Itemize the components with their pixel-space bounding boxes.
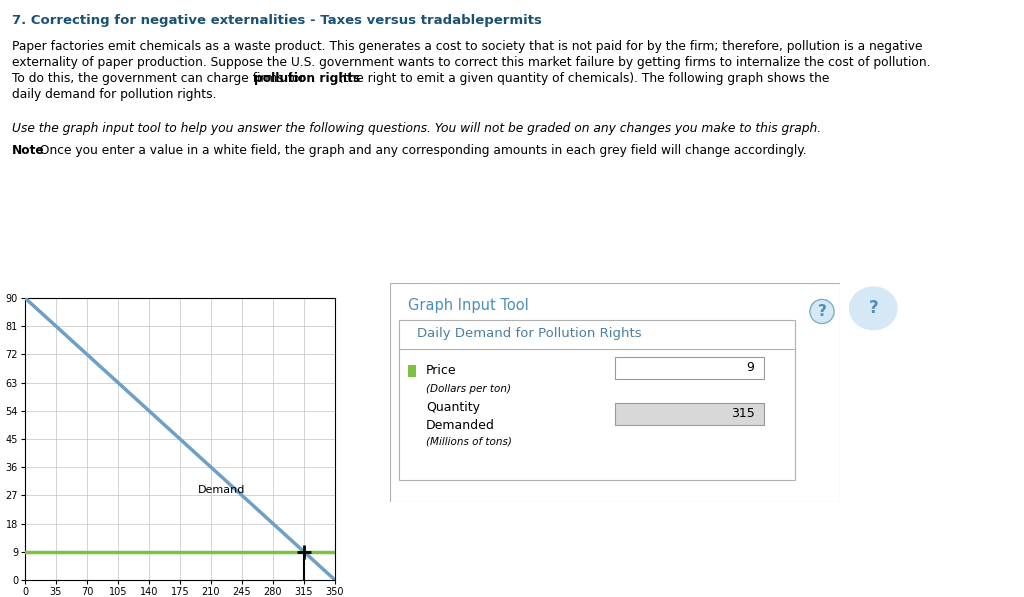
Text: Paper factories emit chemicals as a waste product. This generates a cost to soci: Paper factories emit chemicals as a wast… (12, 40, 923, 53)
Text: Daily Demand for Pollution Rights: Daily Demand for Pollution Rights (417, 327, 642, 340)
Text: ?: ? (868, 299, 879, 318)
Text: Graph Input Tool: Graph Input Tool (408, 298, 528, 313)
Text: To do this, the government can charge firms for: To do this, the government can charge fi… (12, 72, 308, 85)
Text: 9: 9 (746, 361, 755, 374)
Text: pollution rights: pollution rights (254, 72, 360, 85)
Text: (the right to emit a given quantity of chemicals). The following graph shows the: (the right to emit a given quantity of c… (335, 72, 829, 85)
FancyBboxPatch shape (615, 358, 764, 379)
Text: Demanded: Demanded (426, 418, 495, 432)
Text: Note: Note (12, 144, 45, 157)
Text: externality of paper production. Suppose the U.S. government wants to correct th: externality of paper production. Suppose… (12, 56, 931, 69)
FancyBboxPatch shape (390, 283, 840, 502)
Circle shape (850, 287, 897, 330)
Text: Use the graph input tool to help you answer the following questions. You will no: Use the graph input tool to help you ans… (12, 122, 821, 135)
FancyBboxPatch shape (408, 365, 416, 377)
Text: (Millions of tons): (Millions of tons) (426, 436, 512, 447)
Text: daily demand for pollution rights.: daily demand for pollution rights. (12, 88, 216, 101)
FancyBboxPatch shape (615, 404, 764, 425)
Text: ?: ? (817, 304, 826, 319)
Text: : Once you enter a value in a white field, the graph and any corresponding amoun: : Once you enter a value in a white fiel… (32, 144, 807, 157)
Text: 7. Correcting for negative externalities - Taxes versus tradablepermits: 7. Correcting for negative externalities… (12, 14, 542, 27)
Text: Quantity: Quantity (426, 401, 480, 414)
Text: 315: 315 (731, 407, 755, 420)
Text: Price: Price (426, 364, 457, 377)
Y-axis label: PRICE (Dollars per ton): PRICE (Dollars per ton) (0, 380, 1, 498)
FancyBboxPatch shape (399, 320, 795, 480)
Text: Demand: Demand (198, 485, 245, 496)
Text: (Dollars per ton): (Dollars per ton) (426, 384, 511, 394)
